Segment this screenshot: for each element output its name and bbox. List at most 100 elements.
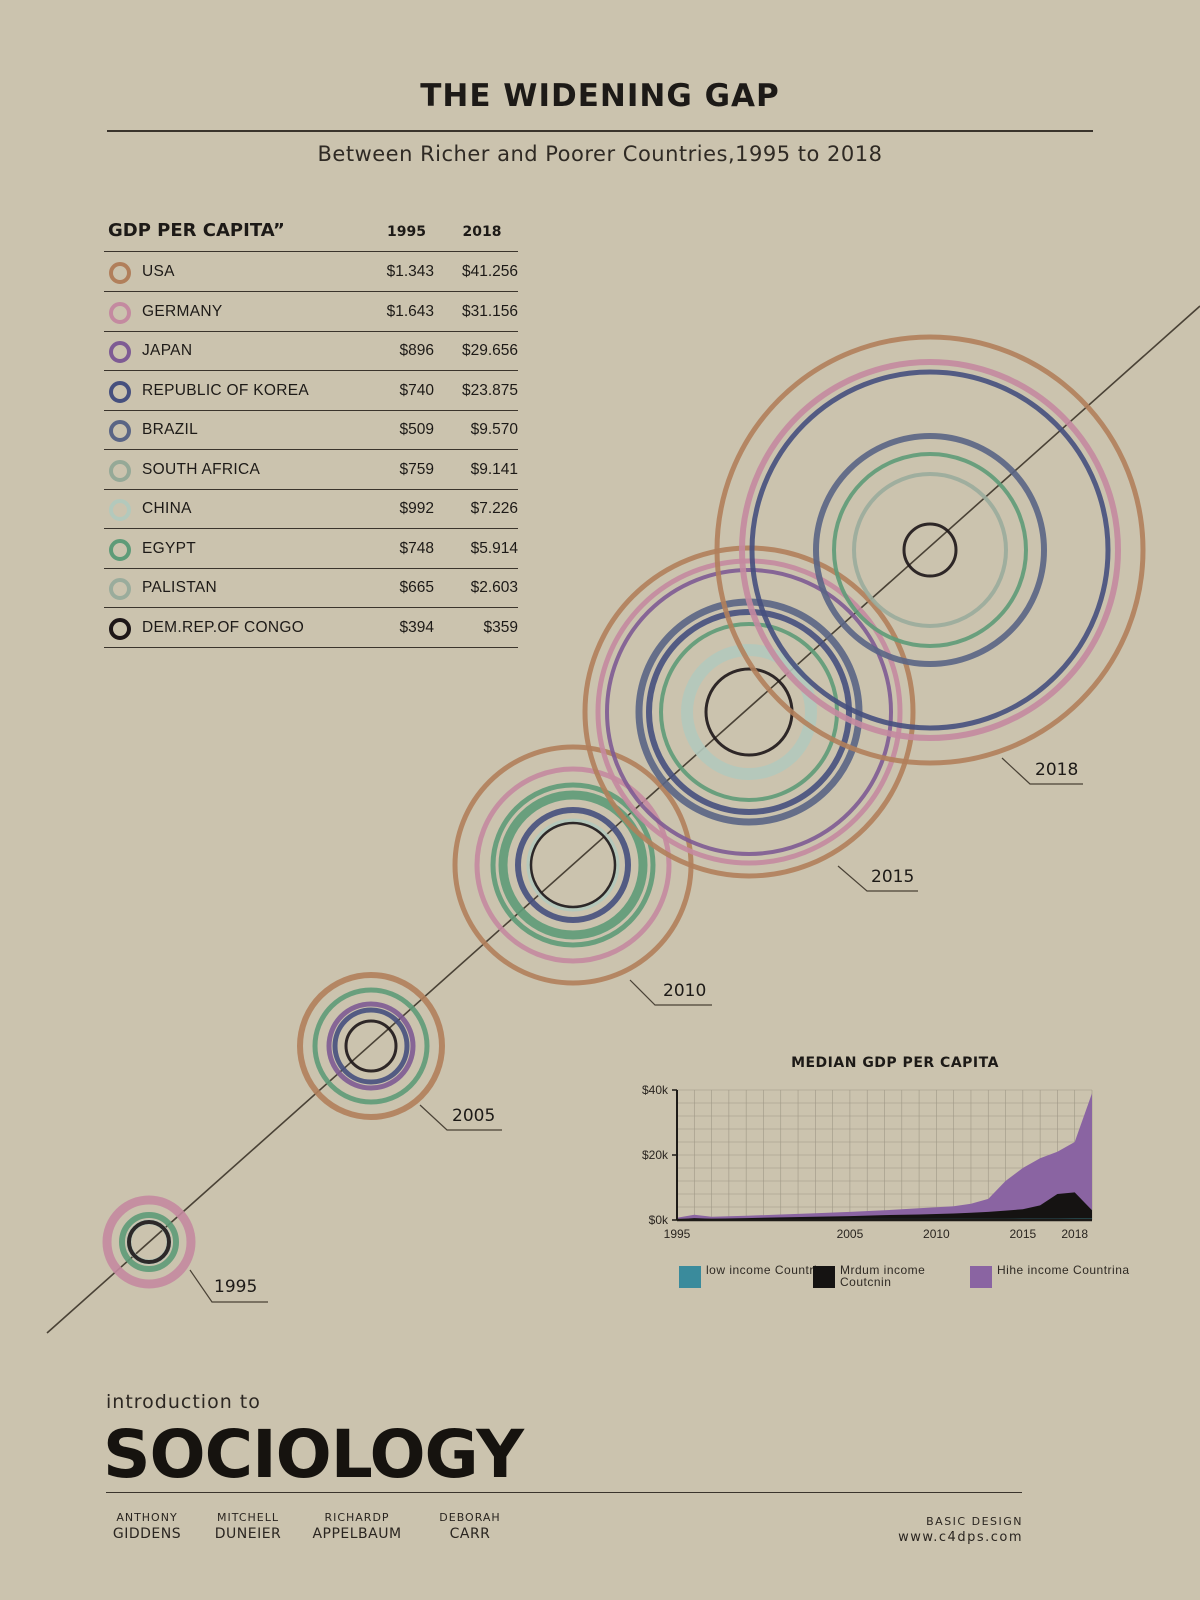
gdp-ring	[119, 1212, 179, 1272]
gdp-ring	[832, 452, 1028, 648]
country-name: GERMANY	[142, 302, 223, 320]
country-ring-icon	[109, 380, 131, 403]
y-tick-label: $20k	[642, 1148, 669, 1162]
country-ring-icon	[109, 301, 131, 324]
country-name: SOUTH AFRICA	[142, 460, 261, 478]
title-divider	[107, 130, 1093, 132]
gdp-ring	[704, 667, 794, 757]
country-name: CHINA	[142, 500, 192, 517]
credit-website-link[interactable]: www.c4dps.com	[898, 1530, 1023, 1545]
year-label: 2005	[452, 1106, 495, 1126]
footer-divider	[106, 1492, 1022, 1493]
country-ring-icon	[109, 617, 131, 640]
country-name: REPUBLIC OF KOREA	[142, 381, 310, 399]
book-intro-text: introduction to	[106, 1391, 261, 1413]
country-ring-icon	[109, 538, 131, 561]
table-row: CHINA $992 $7.226	[104, 488, 518, 529]
country-name: JAPAN	[142, 342, 193, 359]
table-header-divider	[104, 251, 518, 252]
gdp-ring	[127, 1220, 171, 1264]
gdp-1995-value: $759	[399, 460, 434, 478]
gdp-2018-value: $23.875	[461, 381, 518, 399]
legend-swatch	[679, 1266, 701, 1288]
gdp-ring	[714, 334, 1146, 766]
book-title: SOCIOLOGY	[103, 1416, 524, 1493]
author: MITCHELL DUNEIER	[193, 1511, 303, 1542]
x-tick-label: 2005	[837, 1227, 864, 1241]
x-tick-label: 2015	[1009, 1227, 1036, 1241]
gdp-ring	[681, 644, 817, 780]
gdp-ring	[852, 472, 1008, 628]
country-ring-icon	[109, 420, 131, 442]
column-header-1995: 1995	[387, 224, 426, 240]
legend-label: low income Countriea	[706, 1263, 832, 1277]
page-title: THE WIDENING GAP	[420, 78, 780, 114]
gdp-ring	[515, 807, 631, 923]
country-ring-icon	[109, 578, 131, 600]
x-tick-label: 2010	[923, 1227, 950, 1241]
table-row: USA $1.343 $41.256	[104, 251, 518, 292]
author: DEBORAH CARR	[415, 1511, 525, 1542]
table-row: GERMANY $1.643 $31.156	[104, 291, 518, 332]
gdp-2018-value: $31.156	[461, 302, 518, 320]
author: RICHARDP APPELBAUM	[302, 1511, 412, 1542]
year-label: 2018	[1035, 760, 1078, 780]
mini-chart-title: MEDIAN GDP PER CAPITA	[791, 1055, 999, 1071]
gdp-1995-value: $1.643	[386, 302, 434, 320]
design-credit: BASIC DESIGN www.c4dps.com	[898, 1515, 1023, 1545]
author-last-name: CARR	[449, 1526, 491, 1542]
author-last-name: GIDDENS	[112, 1526, 182, 1542]
gdp-2018-value: $7.226	[470, 500, 518, 517]
gdp-1995-value: $394	[399, 618, 434, 636]
table-row: JAPAN $896 $29.656	[104, 330, 518, 371]
author-first-name: ANTHONY	[116, 1511, 178, 1524]
gdp-ring	[605, 568, 893, 856]
gdp-ring	[474, 766, 672, 964]
gdp-1995-value: $748	[399, 539, 434, 557]
table-row: EGYPT $748 $5.914	[104, 528, 518, 569]
country-ring-icon	[109, 459, 131, 482]
table-row: SOUTH AFRICA $759 $9.141	[104, 449, 518, 490]
gdp-2018-value: $9.141	[470, 460, 518, 478]
gdp-ring	[635, 598, 863, 826]
gdp-2018-value: $2.603	[470, 579, 518, 596]
year-callout-line	[1001, 757, 1083, 785]
gdp-1995-value: $665	[399, 579, 434, 596]
table-row: BRAZIL $509 $9.570	[104, 409, 518, 450]
area-series	[677, 1192, 1092, 1220]
column-header-2018: 2018	[462, 224, 502, 240]
table-row: PALISTAN $665 $2.603	[104, 567, 518, 608]
gdp-2018-value: $41.256	[461, 263, 518, 280]
author-first-name: RICHARDP	[324, 1511, 390, 1524]
country-name: USA	[142, 263, 175, 280]
gdp-ring	[498, 790, 648, 940]
gdp-ring	[297, 972, 445, 1120]
year-callout-line	[837, 865, 918, 892]
gdp-ring	[749, 369, 1111, 731]
gdp-ring	[312, 987, 430, 1105]
gdp-2018-value: $5.914	[470, 539, 518, 557]
gdp-1995-value: $740	[399, 381, 434, 399]
gdp-ring	[595, 558, 903, 866]
gdp-ring	[490, 782, 656, 948]
gdp-1995-value: $509	[399, 421, 434, 438]
gdp-1995-value: $1.343	[386, 263, 434, 280]
gdp-ring	[529, 821, 617, 909]
year-label: 2010	[663, 981, 706, 1001]
gdp-ring	[739, 359, 1121, 741]
author-first-name: DEBORAH	[439, 1511, 501, 1524]
table-row: REPUBLIC OF KOREA $740 $23.875	[104, 370, 518, 411]
gdp-2018-value: $9.570	[470, 421, 518, 438]
country-name: DEM.REP.OF CONGO	[142, 618, 305, 636]
y-tick-label: $0k	[649, 1213, 669, 1227]
legend-swatch	[813, 1266, 835, 1288]
author-first-name: MITCHELL	[217, 1511, 279, 1524]
x-tick-label: 2018	[1061, 1227, 1088, 1241]
gdp-1995-value: $896	[399, 342, 434, 359]
credit-line-1: BASIC DESIGN	[926, 1515, 1023, 1528]
country-name: BRAZIL	[142, 421, 199, 438]
legend-label: Hihe income Countrina	[997, 1263, 1130, 1277]
country-name: PALISTAN	[142, 579, 218, 596]
